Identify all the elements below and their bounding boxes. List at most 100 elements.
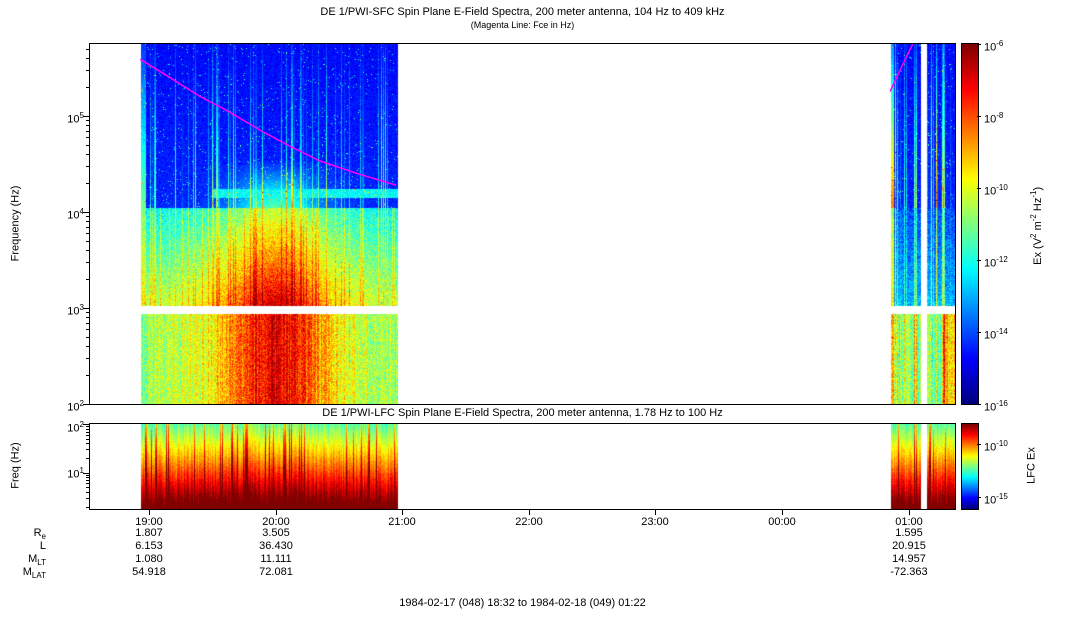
tick-mark [83,212,89,213]
ephem-label-mlt: MLT [28,553,46,568]
tick-mark [83,308,89,309]
tick-mark [977,404,981,405]
sfc-cbar-tick-1e-6: 10-6 [984,39,1004,54]
sfc-cbar-tick-1e-16: 10-16 [984,399,1008,414]
xtick-1900: 19:00 [135,516,163,528]
ephem-re-3: 1.595 [895,527,923,539]
tick-mark [83,404,89,405]
ephem-label-re: Re [33,527,46,542]
sfc-colorbar [962,44,978,404]
tick-mark [86,233,89,235]
lfc-spectrogram [90,424,955,509]
tick-mark [86,358,89,360]
tick-mark [86,438,89,440]
tick-mark [275,510,277,515]
xtick-2000: 20:00 [262,516,290,528]
tick-mark [86,166,89,168]
tick-mark [86,477,89,479]
tick-mark [977,44,981,45]
tick-mark [86,70,89,72]
tick-mark [402,510,404,515]
sfc-spectrogram [90,44,955,404]
tick-mark [86,262,89,264]
tick-mark [86,487,89,489]
tick-mark [86,428,89,430]
tick-mark [149,510,151,515]
tick-mark [977,444,981,445]
tick-mark [528,510,530,515]
ephem-mlt-1: 1.080 [135,553,163,565]
tick-mark [86,346,89,348]
ephem-l-3: 20.915 [892,540,926,552]
ephem-re-1: 1.807 [135,527,163,539]
tick-mark [86,137,89,139]
lfc-cbar-tick-1e-10: 10-10 [984,439,1008,454]
sfc-cbar-tick-1e-8: 10-8 [984,111,1004,126]
tick-mark [86,497,89,499]
tick-mark [86,375,89,377]
tick-mark [86,426,89,428]
tick-mark [86,434,89,436]
ephem-label-mlat: MLAT [22,566,46,581]
tick-mark [86,130,89,132]
lfc-cbar-tick-1e-15: 10-15 [984,492,1008,507]
xtick-2300: 23:00 [641,516,669,528]
tick-mark [977,497,981,498]
ephem-mlt-2: 11.111 [260,553,292,565]
tick-mark [86,216,89,218]
tick-mark [86,125,89,127]
time-range-caption: 1984-02-17 (048) 18:32 to 1984-02-18 (04… [399,597,646,609]
tick-mark [655,510,657,515]
xtick-2200: 22:00 [515,516,543,528]
tick-mark [86,336,89,338]
tick-mark [782,510,783,515]
tick-mark [86,221,89,223]
tick-mark [86,457,89,459]
sfc-ytick-1e4: 104 [67,207,84,222]
tick-mark [86,491,89,493]
lfc-ytick-1e1: 101 [67,466,84,481]
sfc-ytick-1e3: 103 [67,303,84,318]
sfc-colorbar-label: Ex (V2 m-2 Hz-1) [1029,186,1044,265]
sfc-ytick-1e5: 105 [67,111,84,126]
tick-mark [86,183,89,185]
tick-mark [86,312,89,314]
tick-mark [86,483,89,485]
tick-mark [86,226,89,228]
tick-mark [83,424,89,425]
ephem-mlat-1: 54.918 [132,566,166,578]
tick-mark [86,317,89,319]
sfc-subtitle: (Magenta Line: Fce in Hz) [470,20,575,30]
tick-mark [86,474,89,476]
tick-mark [86,443,89,445]
ephem-mlat-2: 72.081 [259,566,293,578]
ephem-label-l: L [39,540,46,552]
tick-mark [977,332,981,333]
sfc-cbar-tick-1e-12: 10-12 [984,255,1008,270]
tick-mark [86,506,89,508]
sfc-cbar-tick-1e-10: 10-10 [984,183,1008,198]
ephem-re-2: 3.505 [262,527,290,539]
lfc-title: DE 1/PWI-LFC Spin Plane E-Field Spectra,… [322,407,723,419]
tick-mark [86,449,89,451]
ephem-mlat-3: -72.363 [890,566,928,578]
tick-mark [86,250,89,252]
sfc-ylabel: Frequency (Hz) [9,185,22,262]
tick-mark [86,279,89,281]
xtick-0000: 00:00 [768,516,796,528]
tick-mark [83,116,89,117]
ephem-l-2: 36.430 [259,540,293,552]
tick-mark [977,188,981,189]
tick-mark [83,472,89,474]
sfc-cbar-tick-1e-14: 10-14 [984,327,1008,342]
tick-mark [86,431,89,433]
tick-mark [977,260,981,261]
tick-mark [86,480,89,482]
tick-mark [86,87,89,89]
tick-mark [86,154,89,156]
lfc-ytick-1e2: 102 [67,420,84,435]
tick-mark [86,120,89,122]
xtick-0100: 01:00 [895,516,923,528]
tick-mark [86,58,89,60]
tick-mark [908,510,910,515]
